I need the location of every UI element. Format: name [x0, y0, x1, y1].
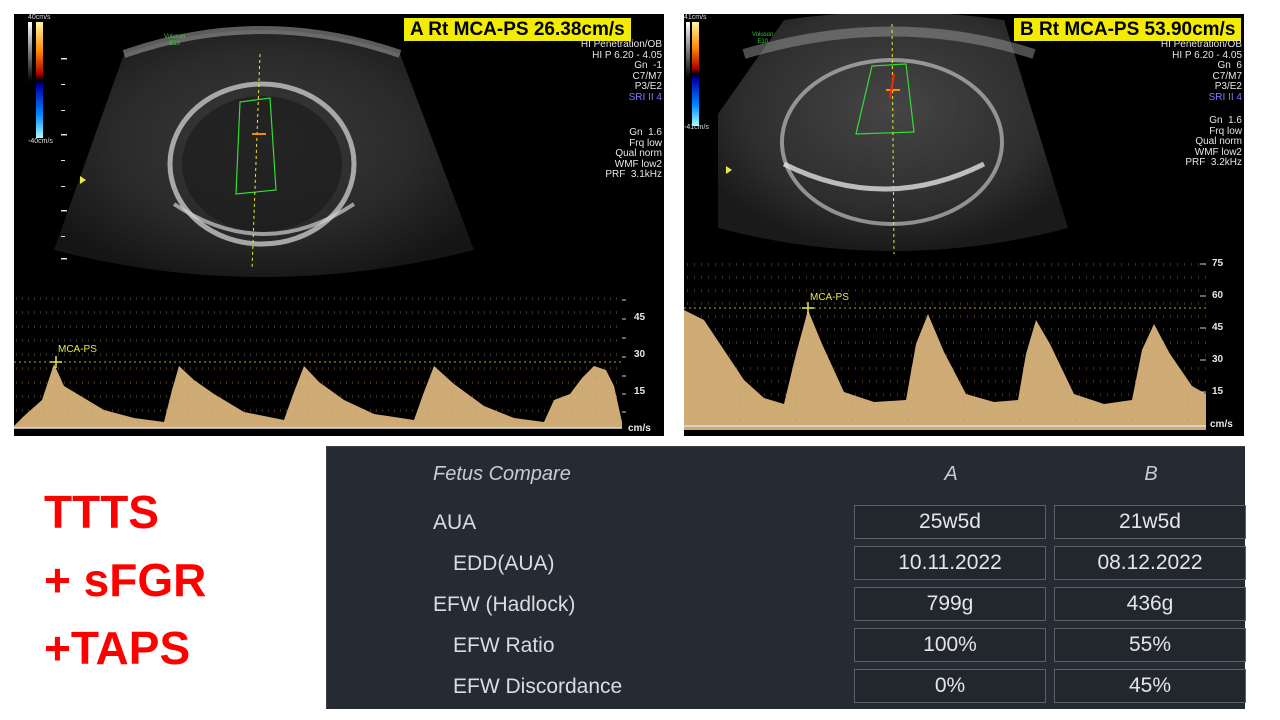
- ultrasound-image-a: [14, 22, 626, 429]
- doppler-tick-75: 75: [1212, 258, 1224, 269]
- cell-aua-b: 21w5d: [1054, 505, 1246, 539]
- color-scale-top-label: 41cm/s: [684, 14, 707, 21]
- row-label-efw-ratio: EFW Ratio: [453, 634, 555, 657]
- doppler-tick-45: 45: [634, 312, 646, 323]
- ultrasound-panel-a: A Rt MCA-PS 26.38cm/s 40cm/s -40cm/s Vol…: [14, 14, 664, 436]
- column-header-a: A: [944, 463, 958, 485]
- imaging-settings: HI Penetration/OB HI P 6.20 - 4.05 Gn -1 C7…: [580, 39, 662, 103]
- row-label-edd: EDD(AUA): [453, 552, 555, 575]
- fetus-compare-title: Fetus Compare: [433, 463, 571, 485]
- cell-efw-ratio-b: 55%: [1054, 628, 1246, 662]
- cell-efw-ratio-a: 100%: [854, 628, 1046, 662]
- cell-aua-a: 25w5d: [854, 505, 1046, 539]
- measurement-header: B Rt MCA-PS 53.90cm/s: [1014, 18, 1242, 41]
- cell-efw-a: 799g: [854, 587, 1046, 621]
- cell-edd-b: 08.12.2022: [1054, 546, 1246, 580]
- row-label-aua: AUA: [433, 511, 477, 534]
- voluson-label: Voluson E10: [752, 32, 774, 45]
- doppler-tick-15: 15: [634, 386, 646, 397]
- cell-efw-b: 436g: [1054, 587, 1246, 621]
- color-scale-bottom-label: -41cm/s: [684, 124, 709, 131]
- doppler-unit: cm/s: [1210, 419, 1233, 430]
- color-scale-bottom-label: -40cm/s: [28, 138, 53, 145]
- doppler-settings: Gn 1.6 Frq low Qual norm WMF low2 PRF 3.1kHz: [605, 127, 662, 181]
- doppler-tick-60: 60: [1212, 290, 1224, 301]
- diagnosis-taps: +TAPS: [44, 622, 191, 674]
- mca-ps-marker-label: MCA-PS: [58, 344, 97, 355]
- color-scale-top-label: 40cm/s: [28, 14, 51, 21]
- cell-efw-discordance-a: 0%: [854, 669, 1046, 703]
- doppler-tick-30: 30: [634, 349, 646, 360]
- imaging-settings: HI Penetration/OB HI P 6.20 - 4.05 Gn 6 C7/…: [1160, 39, 1242, 103]
- cell-efw-discordance-b: 45%: [1054, 669, 1246, 703]
- doppler-unit: cm/s: [628, 423, 651, 434]
- ultrasound-panel-b: B Rt MCA-PS 53.90cm/s 41cm/s -41cm/s Vol…: [684, 14, 1244, 436]
- ultrasound-image-b: [684, 14, 1206, 430]
- row-label-efw-discordance: EFW Discordance: [453, 675, 623, 698]
- mca-ps-marker-label: MCA-PS: [810, 292, 849, 303]
- doppler-tick-30: 30: [1212, 354, 1224, 365]
- fetus-compare-table: Fetus Compare A B AUA 25w5d 21w5d EDD(AU…: [326, 446, 1246, 709]
- column-header-b: B: [1144, 463, 1158, 485]
- cell-edd-a: 10.11.2022: [854, 546, 1046, 580]
- diagnosis-ttts: TTTS: [44, 486, 159, 538]
- doppler-tick-45: 45: [1212, 322, 1224, 333]
- diagnosis-sfgr: + sFGR: [44, 554, 207, 606]
- voluson-label: Voluson E10: [164, 34, 186, 47]
- doppler-tick-15: 15: [1212, 386, 1224, 397]
- doppler-settings: Gn 1.6 Frq low Qual norm WMF low2 PRF 3.2kHz: [1185, 115, 1242, 169]
- measurement-header: A Rt MCA-PS 26.38cm/s: [404, 18, 631, 41]
- row-label-efw: EFW (Hadlock): [433, 593, 576, 616]
- diagnosis-list: TTTS + sFGR +TAPS: [44, 478, 206, 682]
